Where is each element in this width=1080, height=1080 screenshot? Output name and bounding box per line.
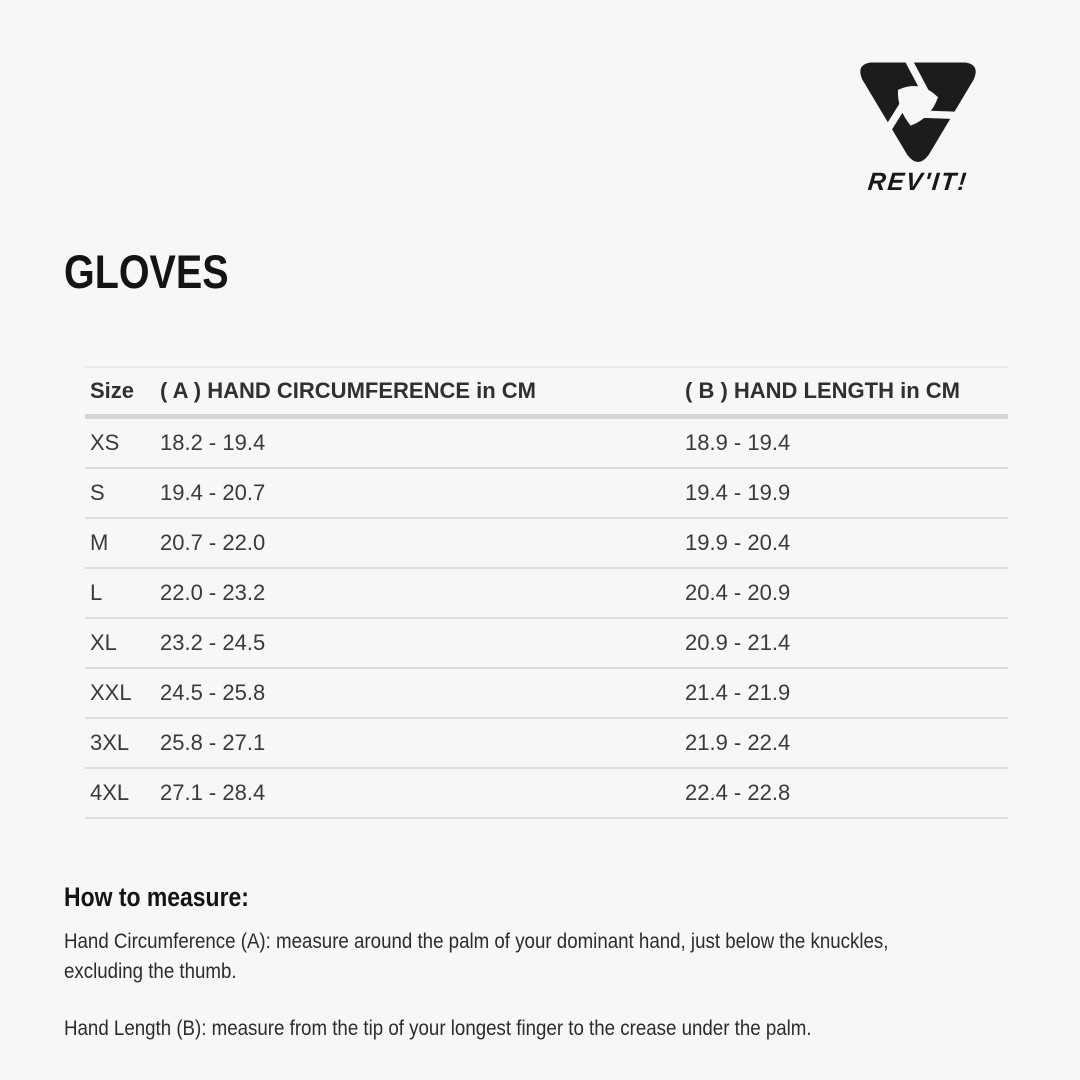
- table-row: L 22.0 - 23.2 20.4 - 20.9: [85, 568, 1008, 618]
- size-cell: 3XL: [90, 730, 130, 755]
- length-cell: 20.9 - 21.4: [685, 630, 791, 655]
- size-cell: M: [90, 530, 109, 555]
- size-cell: XS: [90, 430, 120, 455]
- length-cell: 20.4 - 20.9: [685, 580, 791, 605]
- column-header-length: ( B ) HAND LENGTH in CM: [685, 378, 960, 403]
- size-chart: Size ( A ) HAND CIRCUMFERENCE in CM ( B …: [85, 366, 1008, 819]
- circumference-cell: 18.2 - 19.4: [160, 430, 266, 455]
- table-row: 4XL 27.1 - 28.4 22.4 - 22.8: [85, 768, 1008, 818]
- circumference-cell: 20.7 - 22.0: [160, 530, 266, 555]
- circumference-cell: 25.8 - 27.1: [160, 730, 266, 755]
- length-cell: 18.9 - 19.4: [685, 430, 791, 455]
- circumference-cell: 24.5 - 25.8: [160, 680, 266, 705]
- length-cell: 21.9 - 22.4: [685, 730, 791, 755]
- revit-shield-logo-icon: [842, 52, 994, 172]
- size-cell: L: [90, 580, 103, 605]
- circumference-cell: 22.0 - 23.2: [160, 580, 266, 605]
- how-to-measure-heading: How to measure:: [64, 882, 249, 912]
- size-cell: 4XL: [90, 780, 130, 805]
- brand-logo: REV'IT!: [842, 52, 994, 197]
- instruction-hand-length: Hand Length (B): measure from the tip of…: [64, 1016, 812, 1040]
- page-title: GLOVES: [64, 245, 229, 298]
- length-cell: 19.4 - 19.9: [685, 480, 791, 505]
- table-row: XL 23.2 - 24.5 20.9 - 21.4: [85, 618, 1008, 668]
- size-table: Size ( A ) HAND CIRCUMFERENCE in CM ( B …: [85, 366, 1008, 819]
- table-header-row: Size ( A ) HAND CIRCUMFERENCE in CM ( B …: [85, 367, 1008, 417]
- length-cell: 22.4 - 22.8: [685, 780, 791, 805]
- column-header-size: Size: [90, 378, 135, 403]
- length-cell: 19.9 - 20.4: [685, 530, 791, 555]
- circumference-cell: 23.2 - 24.5: [160, 630, 266, 655]
- brand-wordmark: REV'IT!: [866, 168, 970, 196]
- table-row: XXL 24.5 - 25.8 21.4 - 21.9: [85, 668, 1008, 718]
- how-to-measure-section: How to measure: Hand Circumference (A): …: [64, 882, 1074, 1043]
- length-cell: 21.4 - 21.9: [685, 680, 791, 705]
- measure-instructions: Hand Circumference (A): measure around t…: [64, 926, 934, 1043]
- circumference-cell: 27.1 - 28.4: [160, 780, 266, 805]
- instruction-hand-circumference: Hand Circumference (A): measure around t…: [64, 929, 889, 983]
- table-row: XS 18.2 - 19.4 18.9 - 19.4: [85, 417, 1008, 468]
- table-row: 3XL 25.8 - 27.1 21.9 - 22.4: [85, 718, 1008, 768]
- size-cell: XXL: [90, 680, 132, 705]
- column-header-circumference: ( A ) HAND CIRCUMFERENCE in CM: [160, 378, 537, 403]
- table-row: S 19.4 - 20.7 19.4 - 19.9: [85, 468, 1008, 518]
- size-cell: XL: [90, 630, 117, 655]
- circumference-cell: 19.4 - 20.7: [160, 480, 266, 505]
- table-row: M 20.7 - 22.0 19.9 - 20.4: [85, 518, 1008, 568]
- size-cell: S: [90, 480, 105, 505]
